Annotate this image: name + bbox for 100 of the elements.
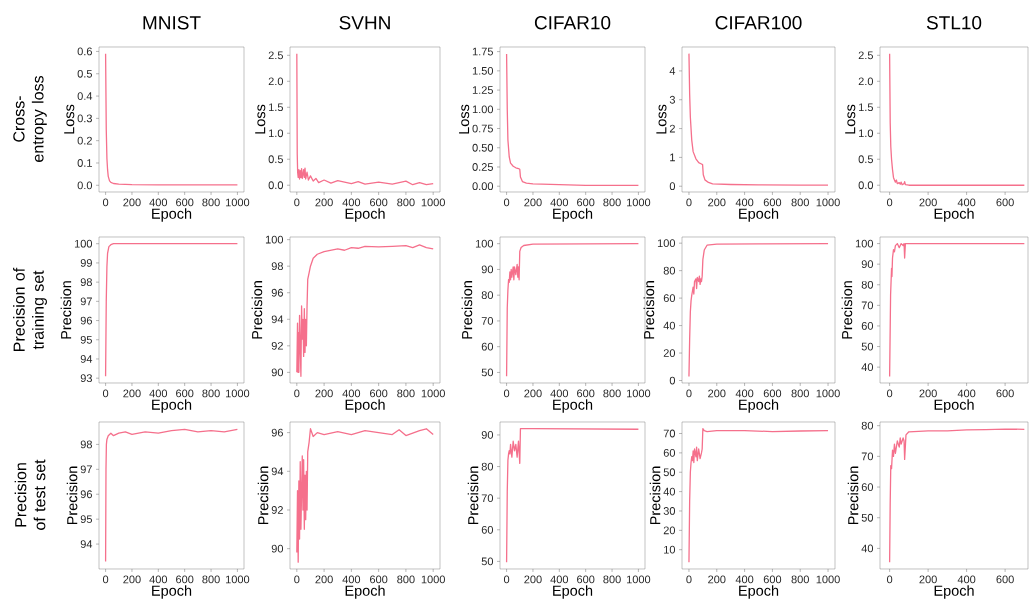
x-tick-label: 1000 [226,198,250,207]
x-tick-label: 400 [149,389,168,398]
y-tick-label: 40 [663,487,676,496]
y-tick-label: 94 [271,315,284,324]
x-axis-title: Epoch [345,585,385,599]
y-tick-label: 1.5 [859,103,873,112]
x-tick-label: 200 [315,198,333,207]
x-tick-label: 200 [708,575,726,584]
text: Precision of test set [14,459,46,530]
x-axis-title: Epoch [934,399,974,413]
y-tick-label: 80 [663,266,676,275]
line-series [104,428,239,563]
y-tick-label: 80 [481,291,494,300]
x-tick-label: 800 [791,575,809,584]
y-axis-title: Precision [257,466,269,525]
x-tick-label: 0 [102,389,109,398]
x-axis-title: Epoch [345,399,385,413]
x-tick-label: 600 [763,198,782,207]
x-tick-label: 200 [315,575,333,584]
x-tick-label: 400 [550,389,569,398]
x-tick-label: 1000 [627,198,651,207]
x-tick-label: 400 [550,198,569,207]
y-tick-label: 0.0 [858,181,874,190]
y-tick-label: 0.5 [268,155,283,164]
y-axis-title: Loss [656,104,667,134]
x-axis-title: Epoch [739,585,779,599]
x-tick-label: 0 [102,575,109,584]
y-tick-label: 0 [669,182,676,191]
y-tick-label: 80 [861,421,874,430]
y-tick-label: 100 [74,239,93,248]
y-axis-title: Precision [251,281,263,339]
x-tick-label: 1000 [421,575,445,584]
y-tick-label: 99 [80,259,92,267]
y-tick-label: 96 [80,490,92,499]
chart-title: CIFAR100 [715,16,802,30]
y-tick-label: 2.0 [268,77,284,86]
line-series [505,243,640,377]
x-tick-label: 800 [202,198,220,207]
x-axis-title: Epoch [553,585,593,599]
x-tick-label: 200 [524,389,542,398]
x-tick-label: 200 [708,389,726,398]
chart-title: SVHN [339,16,390,30]
x-tick-label: 400 [957,389,976,398]
y-tick-label: 60 [663,294,676,302]
y-axis-title: Precision [643,281,655,339]
x-tick-label: 0 [503,389,510,398]
y-tick-label: 50 [481,368,494,377]
y-tick-label: 60 [481,525,494,534]
x-tick-label: 600 [370,198,388,207]
line-series [688,242,829,378]
x-tick-label: 1000 [421,198,445,207]
x-tick-label: 600 [176,198,194,207]
x-axis-title: Epoch [553,208,593,222]
y-tick-label: 3 [669,95,675,104]
y-tick-label: 90 [861,260,874,269]
x-tick-label: 400 [957,575,976,584]
y-tick-label: 0 [669,376,676,385]
y-tick-label: 0.5 [858,155,873,164]
y-tick-label: 20 [663,349,676,357]
line-series [688,428,829,563]
y-tick-label: 30 [663,507,676,515]
x-tick-label: 0 [294,575,300,584]
line-series [688,52,829,186]
y-axis-title: Loss [64,104,75,134]
y-tick-label: 93 [80,374,92,383]
y-tick-label: 1.50 [472,66,494,75]
y-tick-label: 90 [481,431,494,439]
y-tick-label: 80 [481,462,494,471]
x-tick-label: 1000 [627,389,651,398]
x-tick-label: 600 [996,389,1014,398]
y-tick-label: 100 [265,235,284,244]
x-tick-label: 400 [149,198,168,207]
y-axis-title: Precision [60,281,72,339]
x-tick-label: 0 [686,198,692,207]
y-axis-title: Loss [255,104,266,134]
y-tick-label: 0.0 [268,181,284,190]
y-tick-label: 60 [861,483,874,491]
x-tick-label: 800 [791,198,809,207]
y-tick-label: 60 [861,322,874,330]
y-tick-label: 40 [861,363,874,372]
x-tick-label: 600 [763,575,782,584]
y-tick-label: 2 [669,124,675,133]
x-tick-label: 200 [123,198,141,207]
y-tick-label: 90 [271,544,284,553]
x-tick-label: 200 [919,575,937,584]
y-tick-label: 90 [271,368,284,377]
x-tick-label: 1000 [627,575,651,584]
y-tick-label: 1.00 [472,105,494,114]
x-axis-title: Epoch [553,399,593,413]
text: Precision of training set [13,267,47,351]
y-tick-label: 80 [861,280,874,289]
y-tick-label: 70 [861,452,874,461]
x-tick-label: 800 [603,575,621,584]
x-tick-label: 0 [886,198,893,207]
x-tick-label: 800 [397,198,415,207]
y-tick-label: 50 [663,468,676,477]
x-tick-label: 600 [370,575,388,584]
x-axis-title: Epoch [739,208,779,222]
x-tick-label: 600 [577,575,595,584]
x-tick-label: 800 [791,389,809,398]
